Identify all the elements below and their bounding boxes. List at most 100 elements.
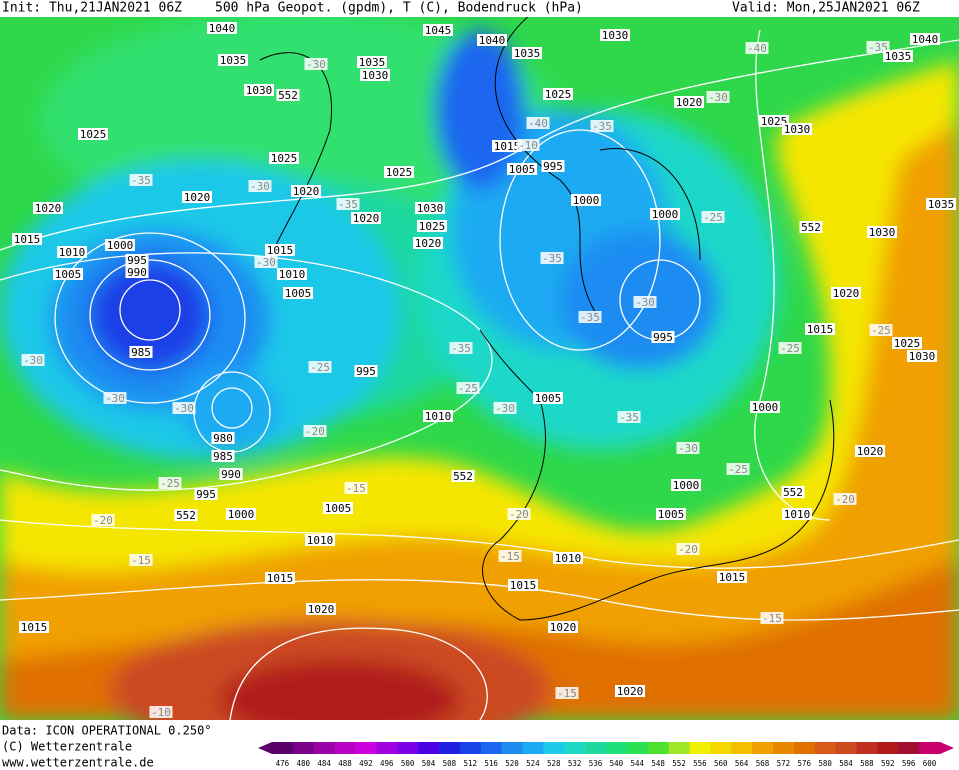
temperature-label: -30 — [495, 402, 515, 415]
pressure-label: 552 — [453, 470, 473, 483]
pressure-label: 1000 — [107, 239, 134, 252]
field-shading — [0, 10, 959, 760]
label-box — [304, 58, 328, 70]
pressure-label: 1025 — [419, 220, 446, 233]
label-box — [21, 354, 45, 366]
scale-swatch — [856, 742, 878, 754]
label-box — [78, 128, 108, 140]
label-box — [336, 198, 360, 210]
label-box — [415, 202, 445, 214]
temperature-label: -15 — [557, 687, 577, 700]
pressure-label: 552 — [176, 509, 196, 522]
label-box — [226, 508, 256, 520]
label-box — [600, 29, 630, 41]
pressure-label: 1000 — [228, 508, 255, 521]
label-box — [883, 50, 913, 62]
pressure-label: 1040 — [479, 34, 506, 47]
pressure-label: 1030 — [246, 84, 273, 97]
label-box — [182, 191, 212, 203]
pressure-label: 1020 — [184, 191, 211, 204]
pressure-label: 1030 — [362, 69, 389, 82]
label-box — [615, 685, 645, 697]
label-box — [219, 468, 243, 480]
label-box — [892, 337, 922, 349]
label-box — [533, 392, 563, 404]
label-box — [265, 244, 295, 256]
label-box — [759, 115, 789, 127]
scale-label: 516 — [484, 759, 498, 768]
label-box — [354, 365, 378, 377]
temperature-label: -15 — [346, 482, 366, 495]
label-box — [493, 402, 517, 414]
temperature-label: -35 — [580, 311, 600, 324]
pressure-label: 1045 — [425, 24, 452, 37]
pressure-label: 1005 — [285, 287, 312, 300]
scale-label: 476 — [276, 759, 290, 768]
label-box — [276, 89, 300, 101]
color-scale: 476 480 484 488 492 496 500 504 508 512 516 520 524 5… — [258, 742, 954, 768]
label-box — [149, 706, 173, 718]
scale-swatch — [376, 742, 398, 754]
scale-label: 560 — [714, 759, 728, 768]
temperature-label: -40 — [528, 117, 548, 130]
label-box — [91, 514, 115, 526]
scale-label: 552 — [672, 759, 686, 768]
label-box — [855, 445, 885, 457]
pressure-label: 1000 — [752, 401, 779, 414]
scale-label: 564 — [735, 759, 749, 768]
pressure-label: 1040 — [912, 33, 939, 46]
pressure-label: 1030 — [602, 29, 629, 42]
label-box — [910, 33, 940, 45]
pressure-label: 1010 — [784, 508, 811, 521]
pressure-label: 1010 — [425, 410, 452, 423]
label-box — [218, 54, 248, 66]
scale-swatch — [919, 742, 941, 754]
scale-swatch — [272, 742, 294, 754]
label-box — [805, 323, 835, 335]
pressure-label: 1020 — [415, 237, 442, 250]
label-box — [745, 42, 769, 54]
label-box — [617, 411, 641, 423]
pressure-label: 1030 — [417, 202, 444, 215]
label-box — [498, 550, 522, 562]
temperature-label: -25 — [871, 324, 891, 337]
pressure-label: 1015 — [494, 140, 521, 153]
scale-label: 584 — [839, 759, 853, 768]
label-box — [211, 450, 235, 462]
pressure-label: 1025 — [545, 88, 572, 101]
pressure-label: 1010 — [279, 268, 306, 281]
label-box — [423, 24, 453, 36]
label-box — [105, 239, 135, 251]
pressure-label: 995 — [356, 365, 376, 378]
pressure-label: 1015 — [267, 244, 294, 257]
isobar — [0, 579, 959, 621]
temperature-label: -30 — [250, 180, 270, 193]
scale-swatch — [292, 742, 315, 754]
label-box — [869, 324, 893, 336]
pressure-label: 1005 — [509, 163, 536, 176]
temperature-label: -35 — [131, 174, 151, 187]
pressure-label: 1025 — [80, 128, 107, 141]
scale-swatch — [626, 742, 649, 754]
pressure-label: 1035 — [514, 47, 541, 60]
label-box — [676, 442, 700, 454]
init-time: Init: Thu,21JAN2021 06Z — [2, 1, 182, 16]
label-box — [57, 246, 87, 258]
pressure-label: 1020 — [353, 212, 380, 225]
temperature-label: -25 — [458, 382, 478, 395]
temperature-label: -20 — [509, 508, 529, 521]
label-box — [125, 254, 149, 266]
scale-label: 524 — [526, 759, 540, 768]
scale-swatch — [439, 742, 461, 754]
scale-swatch — [835, 742, 857, 754]
scale-arrow-right — [940, 742, 954, 754]
isobar — [754, 29, 831, 521]
label-box — [211, 432, 235, 444]
scale-swatch — [355, 742, 377, 754]
label-box — [782, 508, 812, 520]
label-box — [129, 554, 153, 566]
label-box — [244, 84, 274, 96]
label-box — [417, 220, 447, 232]
label-box — [33, 202, 63, 214]
label-box — [357, 56, 387, 68]
